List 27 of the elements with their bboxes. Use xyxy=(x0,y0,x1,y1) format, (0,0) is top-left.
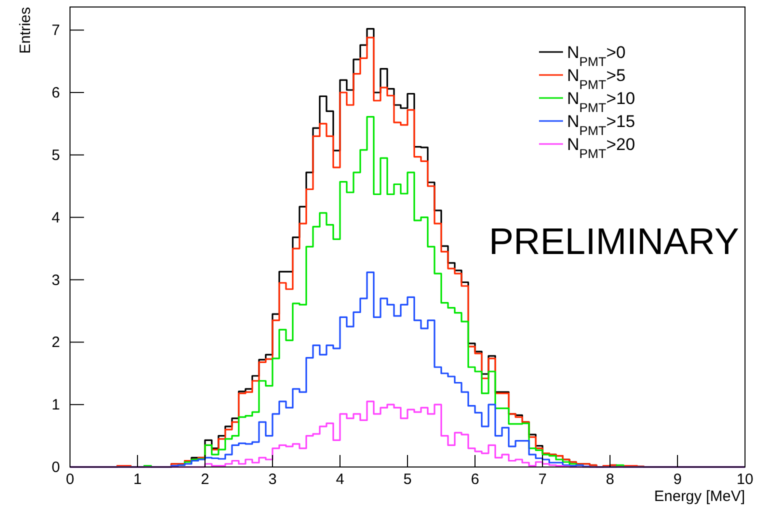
legend-label: N$_{PMT}$>5 xyxy=(567,66,626,92)
y-tick-label: 6 xyxy=(52,84,60,102)
x-tick-label: 0 xyxy=(66,471,74,488)
y-axis-title: Entries xyxy=(17,7,34,54)
y-tick-label: 7 xyxy=(52,22,60,40)
x-tick-label: 4 xyxy=(336,471,344,488)
x-tick-label: 1 xyxy=(133,471,142,488)
x-tick-label: 7 xyxy=(538,471,547,488)
x-tick-label: 2 xyxy=(200,471,210,488)
legend-label: N$_{PMT}$>20 xyxy=(567,135,636,160)
x-tick-label: 6 xyxy=(470,471,480,488)
y-tick-label: 5 xyxy=(52,146,60,164)
y-tick-label: 2 xyxy=(52,334,60,352)
x-tick-label: 5 xyxy=(403,471,412,488)
legend-label: N$_{PMT}$>15 xyxy=(567,112,636,138)
x-tick-label: 9 xyxy=(673,471,682,488)
x-tick-label: 3 xyxy=(268,471,277,488)
y-tick-label: 1 xyxy=(52,396,60,414)
x-tick-label: 10 xyxy=(736,471,754,488)
y-tick-label: 4 xyxy=(52,209,60,226)
x-tick-label: 8 xyxy=(606,471,614,488)
annotation: PRELIMINARY xyxy=(488,221,739,262)
x-axis-title: Energy [MeV] xyxy=(654,488,745,505)
legend-label: N$_{PMT}$>10 xyxy=(567,89,636,114)
y-tick-label: 0 xyxy=(52,459,60,476)
legend-label: N$_{PMT}$>0 xyxy=(567,43,626,68)
y-tick-label: 3 xyxy=(52,272,60,289)
